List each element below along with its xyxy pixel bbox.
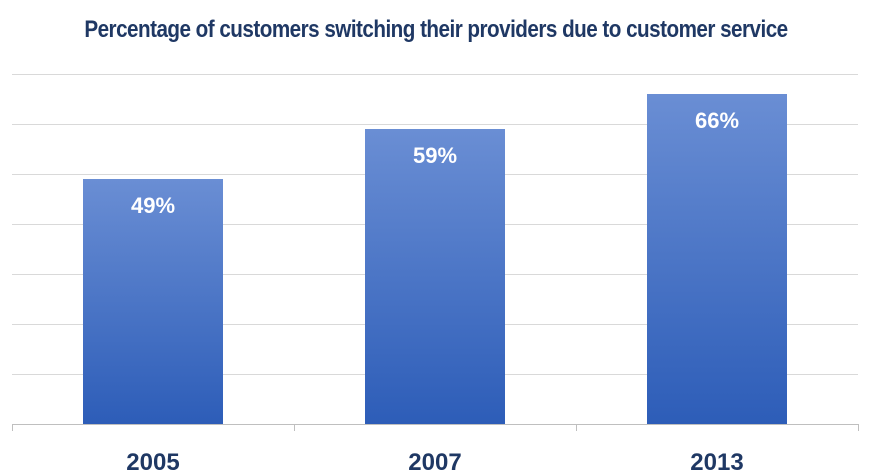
bars	[83, 94, 787, 424]
data-label: 66%	[695, 108, 739, 133]
x-tick-label: 2013	[690, 449, 743, 475]
data-label: 59%	[413, 143, 457, 168]
x-tick-label: 2005	[126, 449, 179, 475]
bar-2005	[83, 179, 223, 424]
bar-2007	[365, 129, 505, 424]
x-axis	[12, 424, 859, 431]
bar-2013	[647, 94, 787, 424]
labels: 49% 2005 59% 2007 66% 2013	[126, 108, 743, 475]
x-tick-label: 2007	[408, 449, 461, 475]
chart-title: Percentage of customers switching their …	[84, 16, 788, 43]
data-label: 49%	[131, 193, 175, 218]
